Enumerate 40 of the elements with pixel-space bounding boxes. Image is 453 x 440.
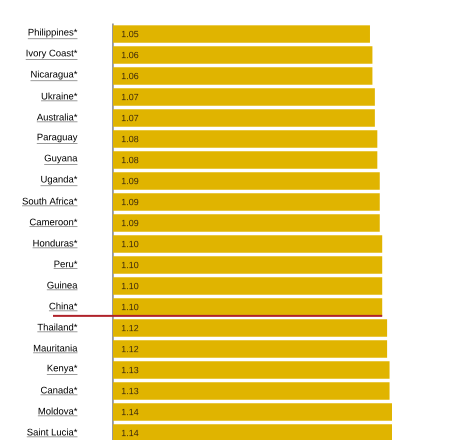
data-label: 1.12	[122, 324, 138, 332]
data-label: 1.07	[122, 94, 138, 100]
data-label: 1.10	[122, 262, 138, 268]
y-tick-label: Thailand*	[38, 324, 78, 330]
y-tick-label: Peru*	[54, 260, 78, 268]
y-tick-label: Philippines*	[28, 28, 78, 38]
y-tick-label: Nicaragua*	[31, 70, 78, 80]
y-tick-label: Ukraine*	[42, 92, 78, 100]
data-label: 1.09	[122, 178, 138, 184]
data-label: 1.14	[122, 430, 138, 436]
y-tick-label: Honduras*	[33, 240, 78, 246]
y-tick-label: Canada*	[40, 386, 78, 394]
data-label: 1.13	[122, 366, 138, 374]
y-tick-label: Moldova*	[38, 408, 78, 414]
data-label: 1.06	[122, 52, 138, 58]
y-tick-label: Mauritania	[34, 344, 78, 352]
data-label: 1.13	[122, 388, 138, 394]
data-label: 1.08	[122, 136, 138, 142]
y-tick-label: Kenya*	[48, 364, 78, 374]
y-tick-label: South Africa*	[22, 198, 78, 204]
data-label: 1.07	[122, 114, 138, 122]
data-label: 1.06	[122, 72, 138, 80]
y-tick-label: Cameroon*	[30, 218, 78, 226]
y-tick-label: Uganda*	[41, 176, 78, 184]
y-tick-label: Paraguay	[38, 134, 78, 142]
data-label: 1.10	[122, 240, 138, 248]
y-tick-label: Guinea	[47, 282, 78, 288]
y-tick-label: Guyana	[44, 154, 78, 164]
y-tick-label: Saint Lucia*	[27, 428, 78, 436]
y-tick-label: Ivory Coast*	[26, 50, 78, 58]
data-label: 1.12	[122, 346, 138, 352]
data-label: 1.09	[122, 220, 138, 226]
data-label: 1.09	[122, 198, 138, 206]
y-tick-label: Australia*	[36, 114, 78, 120]
data-label: 1.10	[122, 282, 138, 290]
data-label: 1.10	[122, 304, 138, 310]
y-tick-label: China*	[49, 302, 78, 310]
data-label: 1.08	[122, 156, 138, 164]
data-label: 1.05	[122, 30, 138, 38]
data-label: 1.14	[122, 408, 138, 416]
